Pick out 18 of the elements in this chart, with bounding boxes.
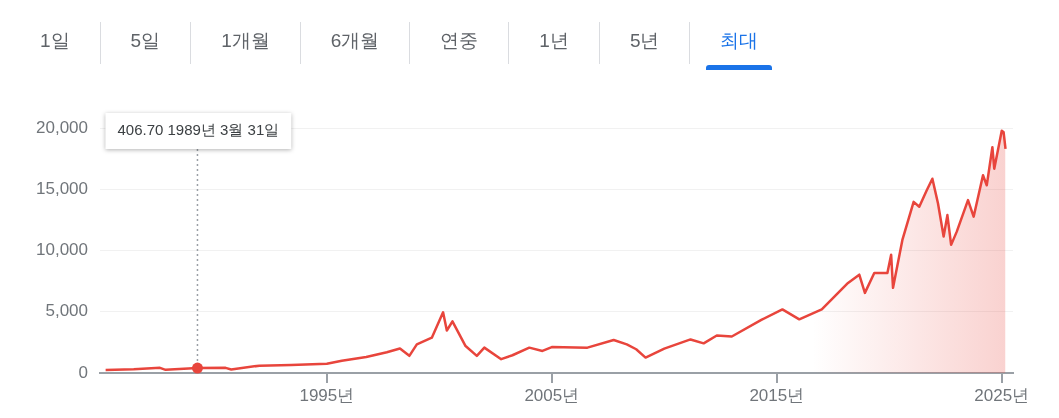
y-tick-label: 5,000	[45, 301, 88, 321]
text: 1년	[508, 22, 599, 64]
x-tick-label: 1995년	[299, 385, 355, 405]
x-tick-label: 2015년	[749, 385, 805, 405]
text: 연중	[409, 22, 509, 64]
text: 1일	[39, 29, 71, 53]
y-tick-label: 15,000	[36, 178, 88, 198]
text: 최대	[689, 22, 789, 64]
y-tick-label: 20,000	[36, 117, 88, 137]
y-tick-label: 0	[78, 362, 88, 382]
text: 1개월	[190, 22, 300, 64]
text: 6개월	[299, 22, 410, 64]
x-tick-label: 2025년	[974, 385, 1030, 405]
x-tick-label: 2005년	[524, 385, 580, 405]
text: 5일	[99, 22, 191, 64]
y-tick-label: 10,000	[36, 240, 88, 260]
text: 5년	[598, 22, 690, 64]
annotation: 406.70 1989년 3월 31일	[117, 121, 280, 139]
